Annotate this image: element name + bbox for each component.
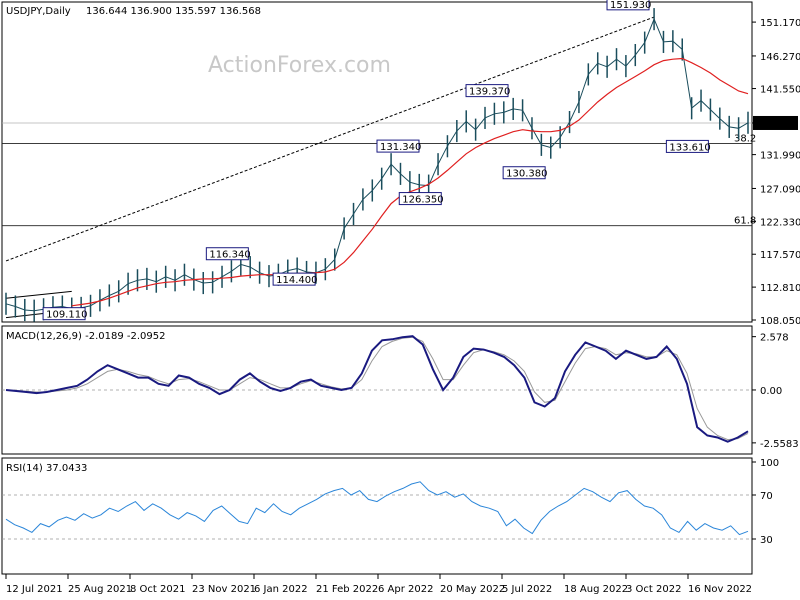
- annotation-text: 133.610: [669, 142, 710, 153]
- sma-series-line: [71, 57, 749, 307]
- y-tick-label: 131.990: [760, 151, 800, 162]
- rsi-y-axis: 100 70 30: [752, 458, 779, 546]
- trendline-dotted: [5, 16, 655, 262]
- price-series-line: [5, 17, 749, 312]
- annotation-label: 116.340: [205, 247, 251, 261]
- y-tick-label: 117.570: [760, 250, 800, 261]
- annotation-label: 151.930: [606, 0, 651, 11]
- annotation-text: 116.340: [209, 250, 250, 261]
- x-tick-label: 12 Jul 2021: [6, 584, 63, 595]
- x-tick-label: 6 Apr 2022: [378, 584, 433, 595]
- y-tick-label: 151.170: [760, 18, 800, 29]
- annotation-label: 133.610: [665, 139, 711, 153]
- rsi-label: RSI(14) 37.0433: [6, 463, 87, 474]
- price-panel: [1, 1, 753, 323]
- macd-label: MACD(12,26,9) -2.0189 -2.0952: [6, 331, 166, 342]
- x-tick-label: 18 Aug 2022: [564, 584, 628, 595]
- annotation-box: [376, 139, 420, 153]
- annotation-box: [272, 272, 316, 286]
- x-tick-label: 20 May 2022: [440, 584, 505, 595]
- last-price-box: [753, 115, 798, 130]
- annotation-label: 130.380: [502, 166, 547, 180]
- annotation-box: [398, 192, 442, 206]
- fib-label: 61.8: [734, 216, 756, 227]
- annotation-text: 151.930: [610, 0, 651, 11]
- ohlc-label: 136.644 136.900 135.597 136.568: [86, 6, 261, 17]
- annotation-text: 139.370: [469, 87, 510, 98]
- y-tick-label: 127.090: [760, 184, 800, 195]
- macd-y-axis: 2.578 0.00 -2.5583: [752, 333, 799, 450]
- y-tick-label: 146.270: [760, 52, 800, 63]
- annotation-box: [205, 247, 249, 261]
- annotation-box: [665, 139, 709, 153]
- x-tick-label: 6 Jan 2022: [254, 584, 308, 595]
- y-tick-label: 2.578: [760, 333, 789, 344]
- rsi-plot: [2, 481, 752, 540]
- x-tick-label: 3 Oct 2022: [626, 584, 681, 595]
- watermark: ActionForex.com: [208, 53, 391, 78]
- y-tick-label: 100: [760, 458, 779, 469]
- y-tick-label: 30: [760, 535, 773, 546]
- fib-label: 38.2: [734, 133, 756, 144]
- y-tick-label: 108.050: [760, 316, 800, 327]
- last-price-label: 136.568: [756, 119, 797, 130]
- annotation-text: 130.380: [506, 169, 547, 180]
- y-tick-label: 112.810: [760, 283, 800, 294]
- x-tick-label: 16 Nov 2022: [688, 584, 752, 595]
- y-tick-label: -2.5583: [760, 439, 799, 450]
- y-tick-label: 141.550: [760, 85, 800, 96]
- x-tick-label: 25 Aug 2021: [68, 584, 132, 595]
- x-tick-label: 21 Feb 2022: [316, 584, 378, 595]
- annotation-box: [502, 166, 546, 180]
- price-y-axis: 151.170 146.270 141.550 136.568 131.990 127.0…: [752, 18, 800, 327]
- annotation-box: [606, 0, 650, 11]
- y-tick-label: 70: [760, 491, 773, 502]
- x-tick-label: 23 Nov 2021: [192, 584, 256, 595]
- annotation-box: [42, 307, 86, 321]
- rsi-line: [5, 481, 749, 536]
- annotation-text: 114.400: [276, 275, 317, 286]
- macd-plot: [2, 335, 752, 443]
- rsi-panel: [1, 457, 753, 575]
- annotation-label: 131.340: [376, 139, 421, 153]
- annotation-label: 114.400: [272, 272, 317, 286]
- annotation-text: 131.340: [380, 142, 421, 153]
- annotation-label: 109.110: [42, 307, 87, 321]
- annotation-label: 139.370: [465, 84, 510, 98]
- channel-line: [5, 290, 72, 299]
- annotation-label: 126.350: [398, 192, 444, 206]
- annotation-text: 109.110: [46, 310, 87, 321]
- macd-line: [5, 335, 749, 443]
- x-tick-label: 8 Oct 2021: [130, 584, 185, 595]
- instrument-label: USDJPY,Daily: [6, 6, 71, 17]
- annotation-box: [465, 84, 509, 98]
- annotation-text: 126.350: [402, 195, 443, 206]
- price-plot: 38.2 61.8 109.110 116.340 114.400 131.340 126.…: [2, 0, 756, 322]
- y-tick-label: 0.00: [760, 386, 782, 397]
- y-tick-label: 122.330: [760, 217, 800, 228]
- x-tick-label: 5 Jul 2022: [502, 584, 552, 595]
